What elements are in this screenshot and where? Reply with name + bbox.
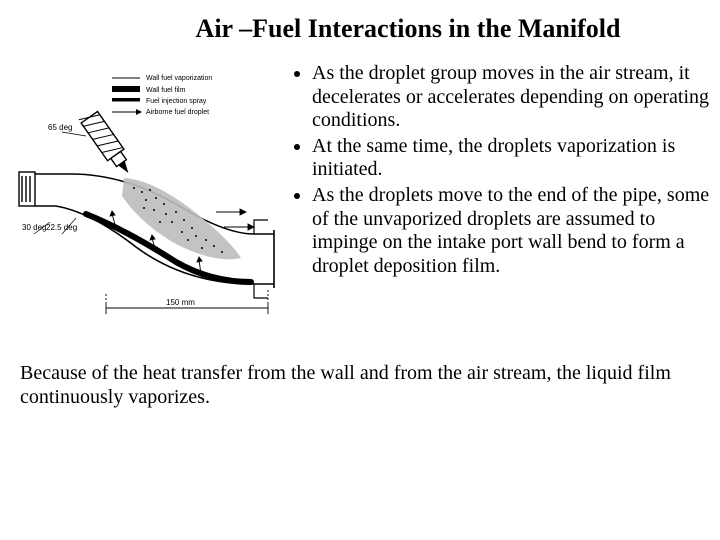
bullet-item: At the same time, the droplets vaporizat…	[312, 135, 710, 182]
content-row: Wall fuel vaporization Wall fuel film Fu…	[16, 62, 710, 332]
slide: Air –Fuel Interactions in the Manifold W…	[0, 0, 720, 540]
svg-text:Wall fuel film: Wall fuel film	[146, 87, 186, 94]
svg-text:Wall fuel vaporization: Wall fuel vaporization	[146, 75, 212, 82]
svg-text:Airborne fuel droplet: Airborne fuel droplet	[146, 109, 209, 116]
bullet-item: As the droplet group moves in the air st…	[312, 62, 710, 133]
svg-text:150 mm: 150 mm	[166, 298, 195, 307]
bullet-list: As the droplet group moves in the air st…	[276, 62, 710, 280]
bullet-item: As the droplets move to the end of the p…	[312, 184, 710, 278]
svg-text:22.5 deg: 22.5 deg	[46, 223, 77, 232]
manifold-figure: Wall fuel vaporization Wall fuel film Fu…	[16, 62, 276, 332]
footer-paragraph: Because of the heat transfer from the wa…	[16, 362, 710, 409]
svg-text:Fuel injection spray: Fuel injection spray	[146, 98, 207, 105]
svg-text:65 deg: 65 deg	[48, 123, 72, 132]
page-title: Air –Fuel Interactions in the Manifold	[106, 14, 710, 44]
